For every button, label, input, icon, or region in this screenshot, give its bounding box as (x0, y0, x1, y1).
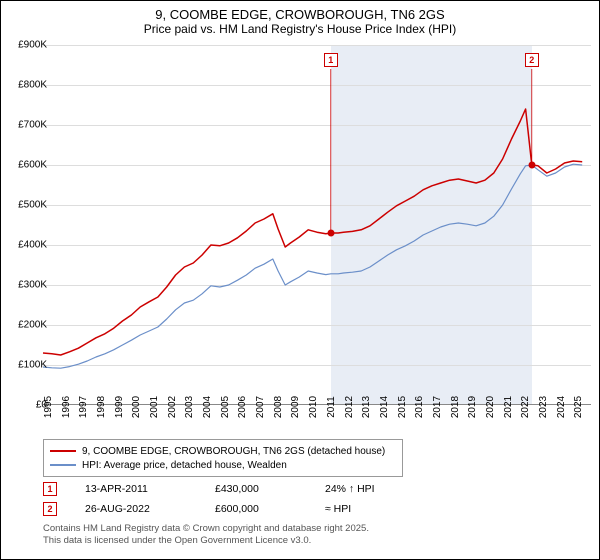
sale-hpi: 24% ↑ HPI (325, 483, 415, 495)
x-tick-label: 2004 (202, 396, 213, 418)
x-tick-label: 2011 (326, 396, 337, 418)
legend-item-hpi: HPI: Average price, detached house, Weal… (50, 458, 396, 472)
sale-marker-icon: 1 (43, 482, 57, 496)
sale-price: £430,000 (215, 483, 325, 495)
sale-marker-dot (327, 230, 334, 237)
x-tick-label: 2017 (432, 396, 443, 418)
x-tick-label: 2005 (220, 396, 231, 418)
y-tick-label: £900K (18, 40, 47, 51)
y-tick-label: £300K (18, 280, 47, 291)
sale-hpi: ≈ HPI (325, 503, 415, 515)
sale-marker-icon: 2 (43, 502, 57, 516)
y-tick-label: £700K (18, 120, 47, 131)
x-tick-label: 2014 (379, 396, 390, 418)
title-block: 9, COOMBE EDGE, CROWBOROUGH, TN6 2GS Pri… (1, 1, 599, 38)
sale-date: 13-APR-2011 (85, 483, 215, 495)
x-tick-label: 2015 (397, 396, 408, 418)
footnote-line: Contains HM Land Registry data © Crown c… (43, 523, 369, 535)
x-tick-label: 2025 (573, 396, 584, 418)
x-tick-label: 1999 (114, 396, 125, 418)
footnote-line: This data is licensed under the Open Gov… (43, 535, 369, 547)
chart-plot-area: 12 (43, 45, 591, 405)
x-tick-label: 2002 (167, 396, 178, 418)
legend-swatch (50, 464, 76, 466)
title-sub: Price paid vs. HM Land Registry's House … (1, 22, 599, 36)
x-tick-label: 2019 (467, 396, 478, 418)
chart-container: 9, COOMBE EDGE, CROWBOROUGH, TN6 2GS Pri… (0, 0, 600, 560)
legend-label: 9, COOMBE EDGE, CROWBOROUGH, TN6 2GS (de… (82, 446, 385, 457)
legend-swatch (50, 450, 76, 452)
title-main: 9, COOMBE EDGE, CROWBOROUGH, TN6 2GS (1, 7, 599, 22)
x-tick-label: 1998 (96, 396, 107, 418)
x-tick-label: 2020 (485, 396, 496, 418)
legend: 9, COOMBE EDGE, CROWBOROUGH, TN6 2GS (de… (43, 439, 403, 477)
x-tick-label: 2013 (361, 396, 372, 418)
legend-item-price-paid: 9, COOMBE EDGE, CROWBOROUGH, TN6 2GS (de… (50, 444, 396, 458)
footnote: Contains HM Land Registry data © Crown c… (43, 523, 369, 548)
x-tick-label: 1996 (61, 396, 72, 418)
x-tick-label: 2001 (149, 396, 160, 418)
sales-table: 1 13-APR-2011 £430,000 24% ↑ HPI 2 26-AU… (43, 479, 415, 519)
x-tick-label: 2018 (450, 396, 461, 418)
x-tick-label: 2012 (344, 396, 355, 418)
legend-label: HPI: Average price, detached house, Weal… (82, 460, 287, 471)
sale-marker-dot (528, 162, 535, 169)
x-tick-label: 1997 (78, 396, 89, 418)
x-tick-label: 2023 (538, 396, 549, 418)
sale-date: 26-AUG-2022 (85, 503, 215, 515)
sale-row-2: 2 26-AUG-2022 £600,000 ≈ HPI (43, 499, 415, 519)
x-tick-label: 2006 (237, 396, 248, 418)
x-tick-label: 2000 (131, 396, 142, 418)
y-tick-label: £400K (18, 240, 47, 251)
x-tick-label: 2008 (273, 396, 284, 418)
y-tick-label: £600K (18, 160, 47, 171)
x-tick-label: 2022 (520, 396, 531, 418)
x-tick-label: 2007 (255, 396, 266, 418)
y-tick-label: £500K (18, 200, 47, 211)
y-tick-label: £100K (18, 360, 47, 371)
x-tick-label: 2009 (290, 396, 301, 418)
x-tick-label: 2021 (503, 396, 514, 418)
y-tick-label: £800K (18, 80, 47, 91)
series-svg (43, 45, 591, 405)
sale-price: £600,000 (215, 503, 325, 515)
series-price_paid (43, 109, 582, 355)
x-tick-label: 2024 (556, 396, 567, 418)
x-tick-label: 2010 (308, 396, 319, 418)
x-tick-label: 1995 (43, 396, 54, 418)
x-tick-label: 2003 (184, 396, 195, 418)
sale-marker-box: 2 (525, 53, 539, 67)
sale-marker-box: 1 (324, 53, 338, 67)
series-hpi (43, 164, 582, 368)
y-tick-label: £200K (18, 320, 47, 331)
x-tick-label: 2016 (414, 396, 425, 418)
sale-row-1: 1 13-APR-2011 £430,000 24% ↑ HPI (43, 479, 415, 499)
